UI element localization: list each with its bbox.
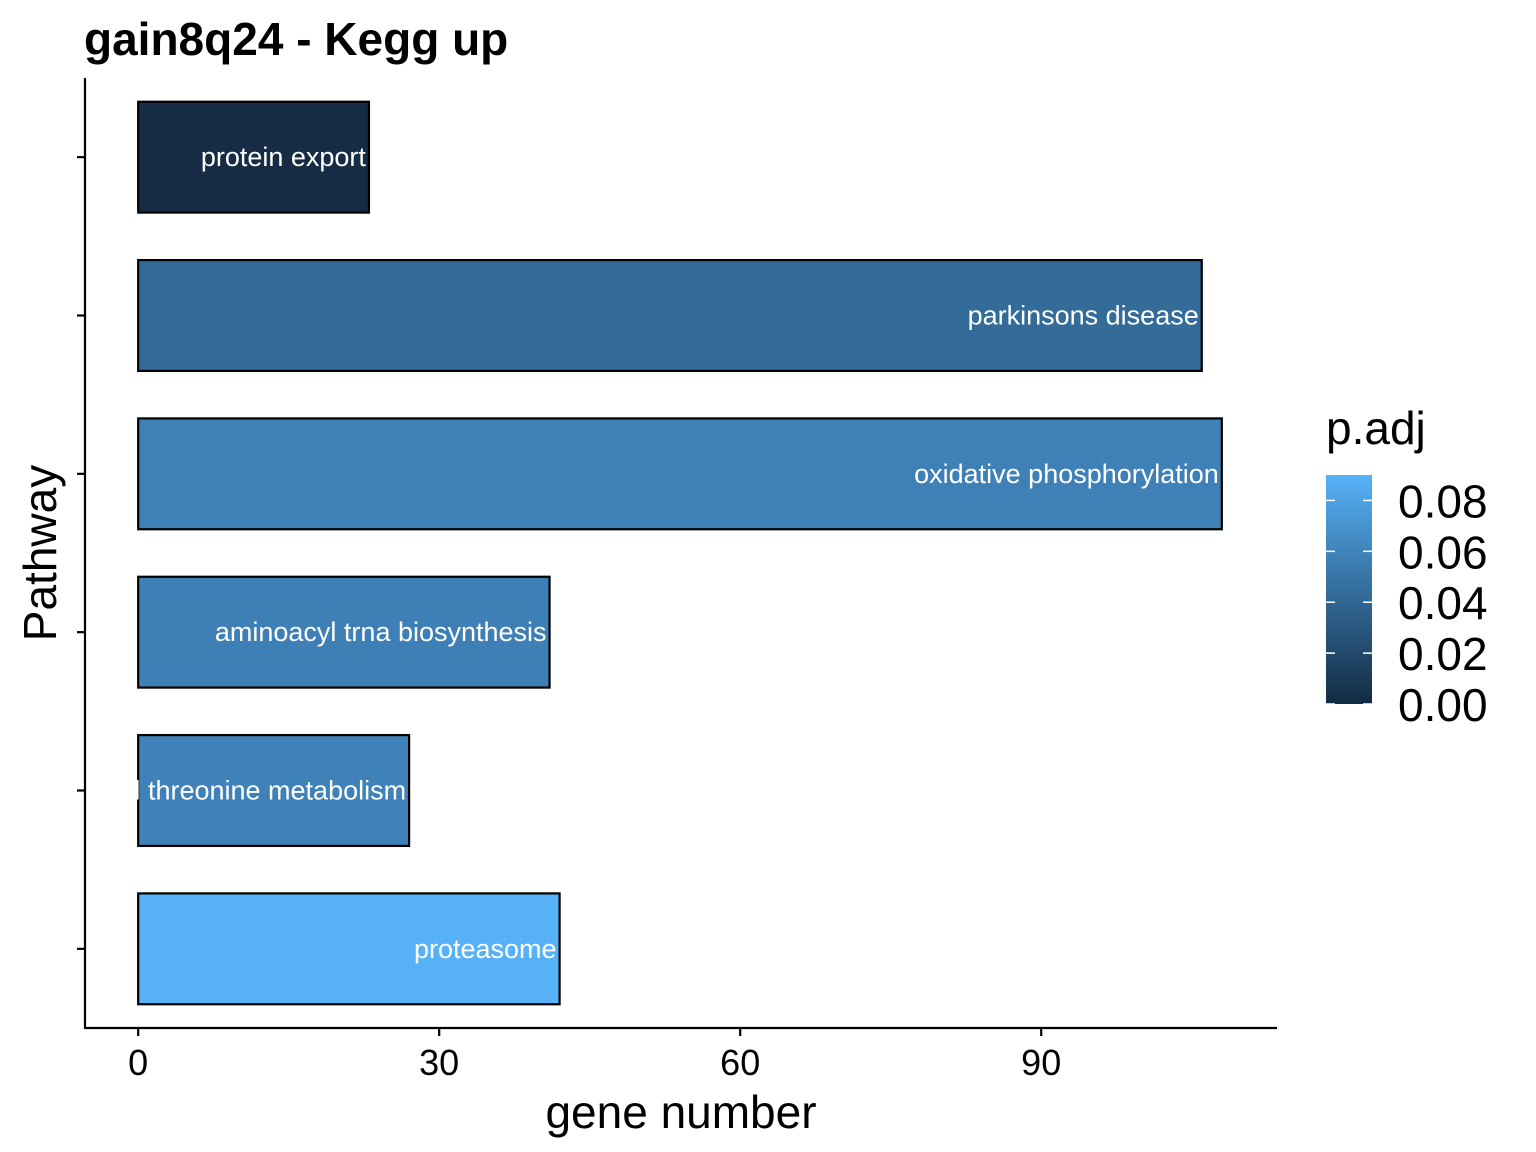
legend-title: p.adj: [1326, 402, 1426, 454]
bar-label-2: oxidative phosphorylation: [914, 459, 1219, 489]
bar-label-0: protein export: [201, 142, 367, 172]
bar-label-4: glycine serine and threonine metabolism: [0, 776, 406, 806]
bars-layer: [137, 100, 1223, 1006]
x-tick-label-3: 90: [1021, 1042, 1061, 1083]
x-axis-title: gene number: [545, 1086, 816, 1138]
legend-label-1: 0.02: [1398, 628, 1488, 680]
bar-4: [137, 733, 411, 848]
x-tick-label-1: 30: [419, 1042, 459, 1083]
bar-label-5: proteasome: [414, 934, 557, 964]
y-axis-title: Pathway: [14, 465, 66, 641]
bar-labels-layer: protein export parkinsons disease oxidativ…: [0, 142, 1219, 964]
bar-2: [137, 417, 1223, 531]
bar-3: [137, 575, 551, 689]
bar-label-1: parkinsons disease: [968, 301, 1199, 331]
bar-5: [137, 892, 561, 1006]
x-axis-ticks: 0 30 60 90: [128, 1028, 1061, 1083]
legend-label-3: 0.06: [1398, 526, 1488, 578]
legend-colorbar: [1326, 475, 1372, 704]
bar-0: [137, 100, 371, 214]
bar-1: [137, 258, 1203, 373]
x-tick-label-2: 60: [720, 1042, 760, 1083]
legend-label-2: 0.04: [1398, 577, 1488, 629]
chart-title: gain8q24 - Kegg up: [84, 13, 508, 65]
color-legend: p.adj 0.000.020.040.060.08: [1326, 402, 1488, 731]
bar-label-3: aminoacyl trna biosynthesis: [215, 617, 547, 647]
legend-ticks: 0.000.020.040.060.08: [1326, 475, 1488, 731]
x-tick-label-0: 0: [128, 1042, 148, 1083]
legend-label-4: 0.08: [1398, 475, 1488, 527]
legend-label-0: 0.00: [1398, 679, 1488, 731]
y-axis-ticks: [77, 156, 85, 950]
